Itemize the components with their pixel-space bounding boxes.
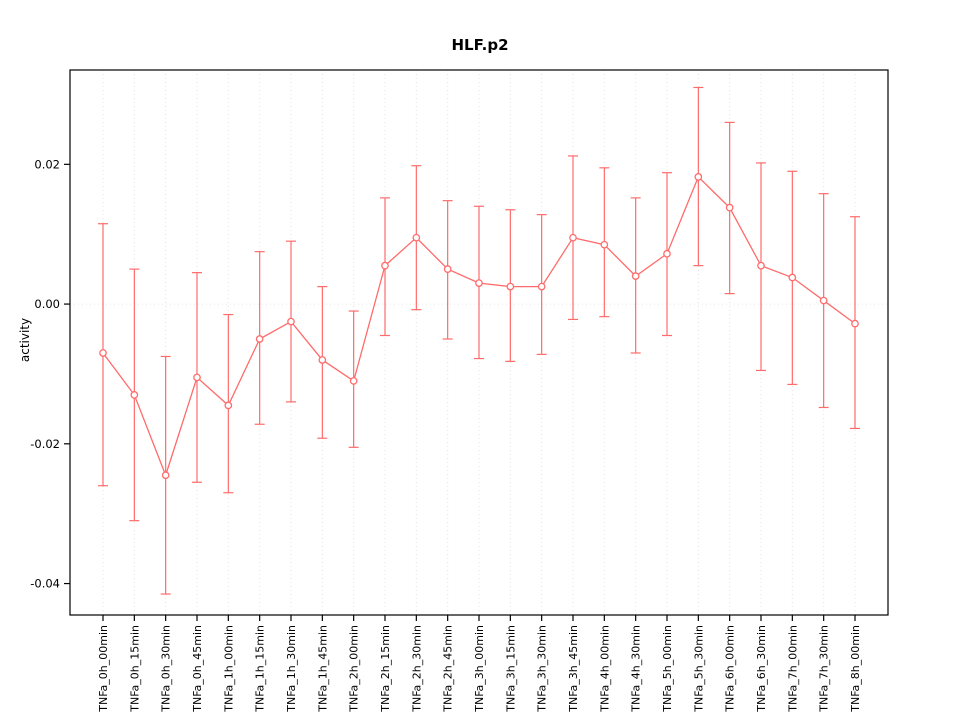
data-point [349,377,358,385]
data-point [663,249,671,258]
x-tick-label: TNFa_2h_00min [348,625,361,713]
data-point [130,391,139,399]
x-tick-label: TNFa_2h_15min [379,625,392,713]
data-point [757,261,765,270]
x-tick-label: TNFa_4h_00min [598,625,611,713]
x-tick-label: TNFa_8h_00min [849,625,862,713]
data-point [788,273,797,282]
data-point [537,282,546,291]
x-tick-label: TNFa_0h_00min [97,625,110,713]
x-tick-label: TNFa_0h_30min [160,625,173,713]
x-tick-label: TNFa_3h_30min [536,625,549,713]
y-tick-label: -0.02 [30,437,60,451]
data-point [318,356,327,364]
y-tick-label: 0.00 [34,297,60,311]
data-point [255,335,264,343]
chart-title: HLF.p2 [451,36,509,54]
data-point [443,265,452,273]
data-point [287,317,295,326]
data-point [412,233,421,242]
y-tick-label: -0.04 [30,577,60,591]
x-tick-label: TNFa_5h_00min [661,625,674,713]
y-tick-label: 0.02 [34,157,60,171]
data-point [569,233,577,242]
data-point [631,272,640,280]
x-tick-label: TNFa_3h_15min [504,625,517,713]
x-tick-label: TNFa_6h_30min [755,625,768,713]
x-tick-label: TNFa_3h_45min [567,625,580,713]
x-tick-label: TNFa_2h_45min [442,625,455,713]
x-tick-label: TNFa_0h_45min [191,625,204,713]
x-tick-label: TNFa_5h_30min [692,625,705,713]
x-tick-label: TNFa_1h_30min [285,625,298,713]
data-point [193,373,201,382]
data-point [475,279,483,287]
x-tick-label: TNFa_6h_00min [724,625,737,713]
data-point [99,349,107,357]
data-point [161,471,170,480]
x-tick-label: TNFa_0h_15min [128,625,141,713]
x-tick-label: TNFa_3h_00min [473,625,486,713]
x-tick-label: TNFa_2h_30min [410,625,423,713]
x-tick-label: TNFa_7h_00min [786,625,799,713]
data-point [224,401,233,410]
data-point [725,203,734,212]
data-point [600,240,609,249]
data-point [381,261,389,270]
x-tick-label: TNFa_1h_45min [316,625,329,713]
y-axis-label: activity [18,317,32,363]
x-tick-label: TNFa_7h_30min [818,625,831,713]
data-point [694,173,703,181]
x-tick-label: TNFa_1h_00min [222,625,235,713]
x-tick-label: TNFa_4h_30min [630,625,643,713]
data-point [851,319,859,328]
data-point [506,282,515,291]
x-tick-label: TNFa_1h_15min [254,625,267,713]
data-point [819,296,828,305]
